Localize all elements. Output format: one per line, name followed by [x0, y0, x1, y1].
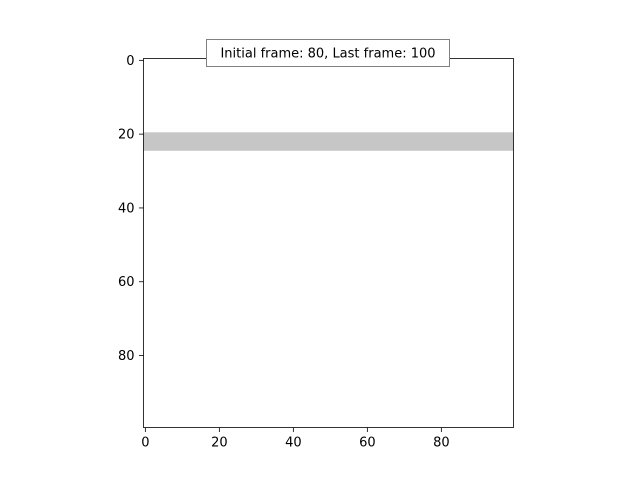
plot-area — [143, 58, 514, 428]
annotation-frame — [206, 39, 450, 67]
x-tick-label: 80 — [433, 436, 450, 451]
y-tick-label: 20 — [118, 128, 135, 143]
gray-band — [143, 132, 514, 151]
y-tick-label: 0 — [126, 54, 134, 69]
y-tick-label: 80 — [118, 349, 135, 364]
y-axis: 0 20 40 60 80 — [118, 54, 144, 364]
x-tick-label: 60 — [359, 436, 376, 451]
x-tick-label: 20 — [211, 436, 228, 451]
annotation-text: Initial frame: 80, Last frame: 100 — [220, 47, 435, 62]
y-tick-label: 40 — [118, 201, 135, 216]
image-background — [143, 58, 514, 428]
x-tick-label: 0 — [141, 436, 149, 451]
x-axis: 0 20 40 60 80 — [141, 427, 450, 451]
annotation-box: Initial frame: 80, Last frame: 100 — [206, 39, 450, 67]
x-tick-label: 40 — [285, 436, 302, 451]
y-tick-label: 60 — [118, 275, 135, 290]
